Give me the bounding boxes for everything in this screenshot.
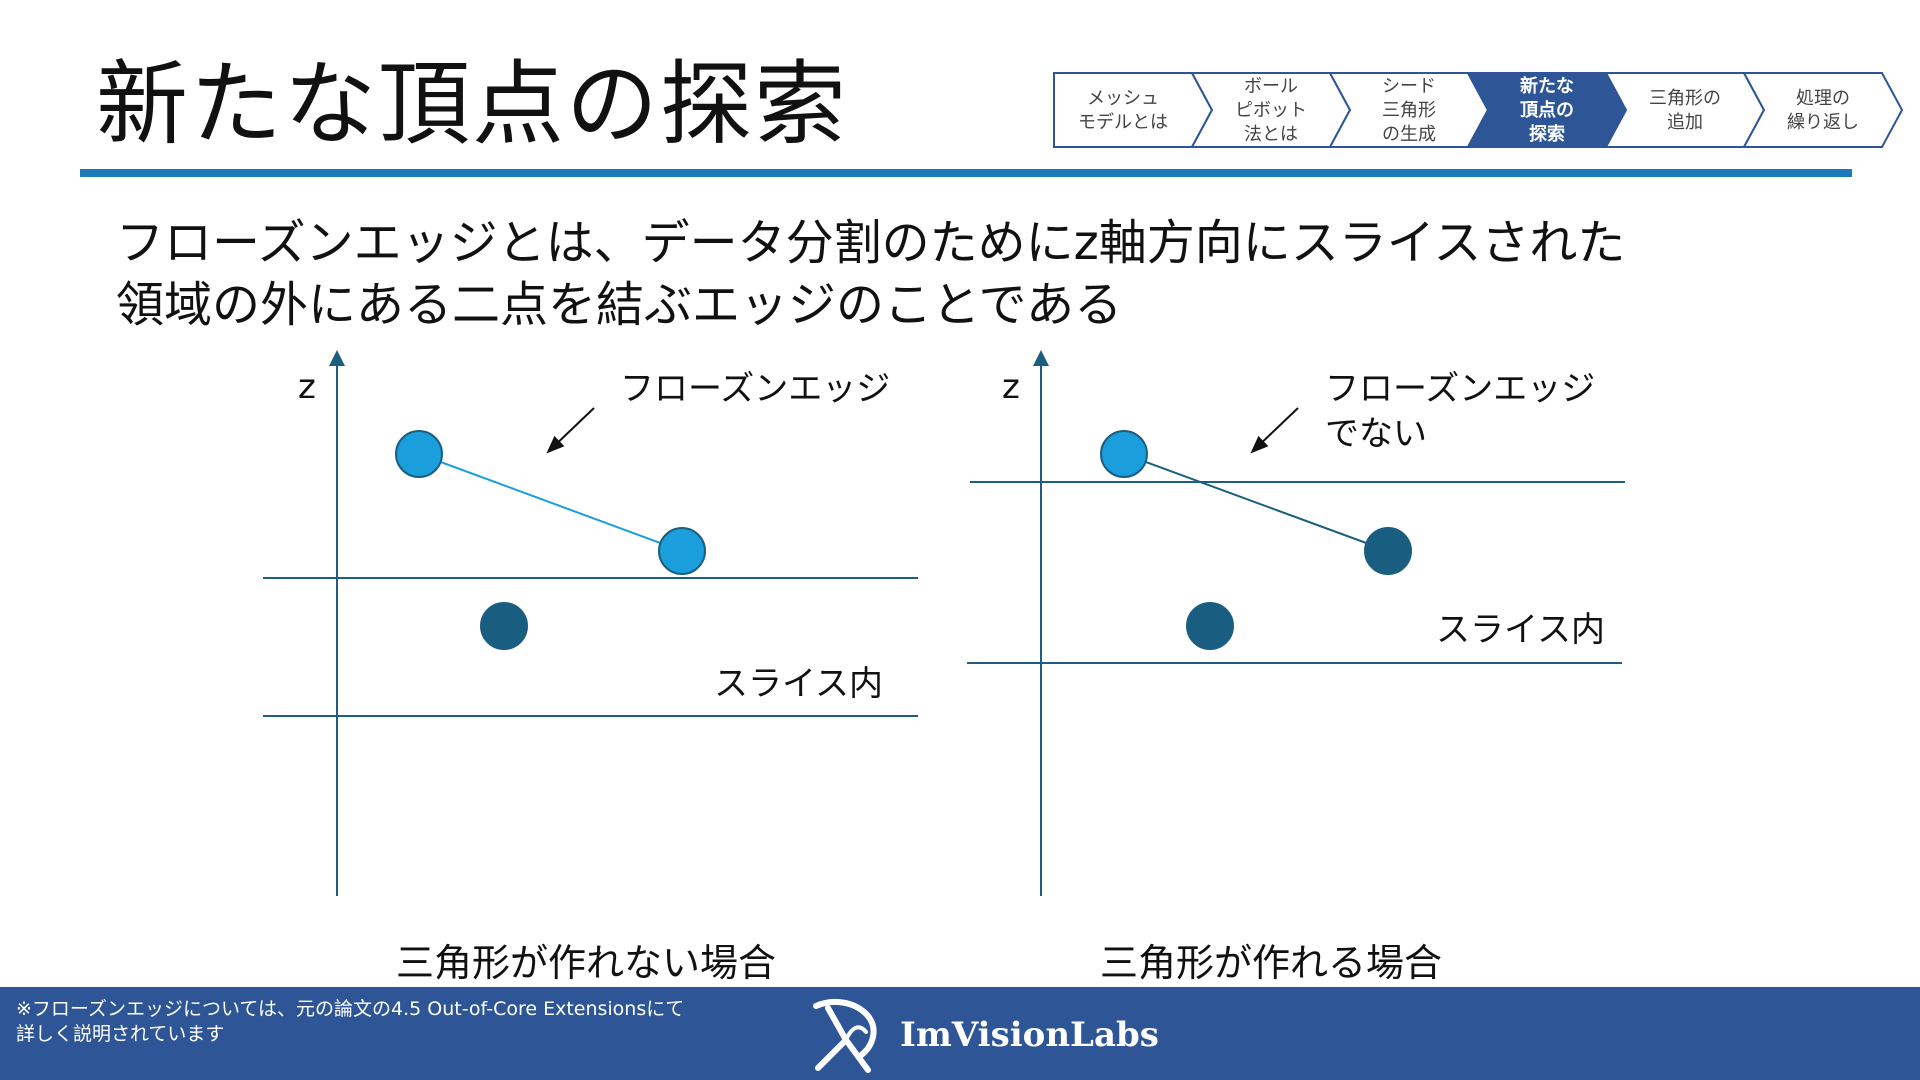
progress-step-6-label: 繰り返し bbox=[1787, 112, 1859, 133]
diagram-left: z フローズンエッジ スライス内 bbox=[263, 350, 918, 896]
point-outside-slice-1 bbox=[395, 430, 443, 478]
page-title: 新たな頂点の探索 bbox=[96, 51, 849, 158]
progress-step-5-label: 追加 bbox=[1667, 112, 1703, 133]
progress-step-2-label: ピボット bbox=[1235, 100, 1307, 121]
progress-step-5-label: 三角形の bbox=[1649, 88, 1721, 109]
frozen-edge-line bbox=[418, 453, 683, 552]
lead-text: フローズンエッジとは、データ分割のためにz軸方向にスライスされた 領域の外にある… bbox=[116, 212, 1625, 336]
z-axis-label-right: z bbox=[1002, 367, 1020, 407]
footnote: ※フローズンエッジについては、元の論文の4.5 Out-of-Core Exte… bbox=[16, 997, 684, 1047]
non-frozen-edge-label-line-2: でない bbox=[1325, 414, 1427, 454]
progress-step-1-label: モデルとは bbox=[1078, 112, 1168, 133]
footnote-line-2: 詳しく説明されています bbox=[16, 1023, 225, 1045]
slice-label-right: スライス内 bbox=[1436, 610, 1605, 650]
footnote-line-1: ※フローズンエッジについては、元の論文の4.5 Out-of-Core Exte… bbox=[16, 998, 685, 1020]
point-outside-slice-2 bbox=[658, 527, 706, 575]
pointer-arrow-right bbox=[1250, 407, 1299, 454]
point-outside-slice-right bbox=[1100, 430, 1148, 478]
point-inside-slice-left bbox=[480, 602, 528, 650]
progress-step-1-label: メッシュ bbox=[1087, 88, 1159, 109]
lead-line-1: フローズンエッジとは、データ分割のためにz軸方向にスライスされた bbox=[116, 215, 1626, 271]
point-inside-slice-right-1 bbox=[1364, 527, 1412, 575]
slice-label-left: スライス内 bbox=[714, 664, 883, 704]
pointer-arrow-left bbox=[546, 407, 595, 454]
non-frozen-edge-line bbox=[1123, 453, 1389, 552]
progress-step-4-label: 新たな bbox=[1520, 75, 1574, 97]
progress-step-4-label: 頂点の bbox=[1520, 99, 1574, 121]
point-inside-slice-right-2 bbox=[1186, 602, 1234, 650]
footer-bar: ※フローズンエッジについては、元の論文の4.5 Out-of-Core Exte… bbox=[0, 987, 1920, 1080]
brand-name: ImVisionLabs bbox=[900, 1015, 1159, 1055]
lead-line-2: 領域の外にある二点を結ぶエッジのことである bbox=[116, 277, 1123, 333]
z-axis-label-left: z bbox=[298, 367, 316, 407]
brand-logo: ImVisionLabs bbox=[808, 995, 1159, 1075]
frozen-edge-label: フローズンエッジ bbox=[620, 369, 890, 409]
progress-step-4-label: 探索 bbox=[1529, 123, 1565, 145]
progress-step-3-label: シード bbox=[1382, 76, 1436, 97]
progress-step-3-label: 三角形 bbox=[1382, 100, 1436, 121]
progress-step-3-label: の生成 bbox=[1382, 124, 1436, 145]
imvisionlabs-logo-icon bbox=[813, 998, 877, 1073]
progress-step-2-label: 法とは bbox=[1244, 124, 1298, 145]
progress-step-6-label: 処理の bbox=[1796, 88, 1850, 109]
diagram-right: z フローズンエッジ でない スライス内 bbox=[967, 350, 1625, 896]
caption-right: 三角形が作れる場合 bbox=[1100, 941, 1443, 985]
title-divider bbox=[80, 169, 1852, 177]
progress-step-2-label: ボール bbox=[1244, 76, 1298, 97]
caption-left: 三角形が作れない場合 bbox=[396, 941, 777, 985]
non-frozen-edge-label-line-1: フローズンエッジ bbox=[1325, 369, 1595, 409]
